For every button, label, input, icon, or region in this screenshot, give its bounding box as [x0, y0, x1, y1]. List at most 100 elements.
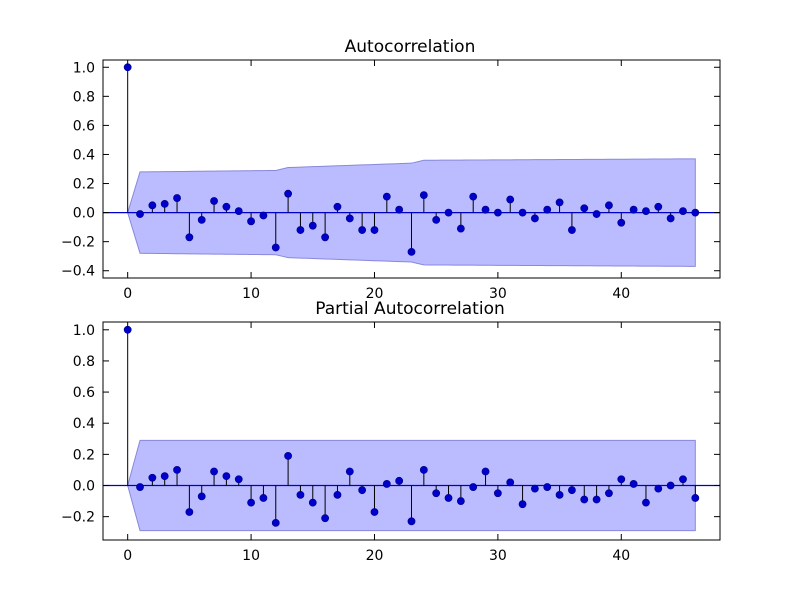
pacf-point-lag-2 — [148, 473, 157, 482]
pacf-point-lag-26 — [444, 494, 453, 502]
acf-point-lag-2 — [148, 201, 157, 210]
acf-point-lag-34 — [543, 205, 552, 214]
pacf-point-lag-37 — [580, 495, 589, 504]
acf-point-lag-16 — [321, 233, 330, 242]
acf-point-lag-42 — [642, 207, 650, 216]
pacf-point-lag-4 — [173, 466, 181, 474]
acf-x-ticks: 0 10 20 30 40 — [123, 60, 630, 302]
pacf-point-lag-14 — [296, 490, 305, 499]
acf-point-lag-27 — [456, 224, 465, 233]
acf-point-lag-39 — [605, 201, 613, 210]
acf-y-tick-label: −0.4 — [61, 264, 95, 280]
acf-point-lag-11 — [259, 211, 268, 220]
acf-point-lag-44 — [666, 214, 675, 223]
pacf-point-lag-7 — [210, 467, 218, 476]
pacf-x-tick-label: 20 — [366, 548, 384, 564]
pacf-y-tick-label: 1.0 — [73, 323, 95, 339]
acf-point-lag-31 — [506, 195, 515, 204]
pacf-panel: Partial Autocorrelation 0 10 20 30 40 1.0 0.8… — [61, 299, 721, 564]
acf-point-lag-29 — [481, 205, 490, 214]
acf-point-lag-26 — [444, 208, 453, 217]
acf-x-tick-label: 30 — [489, 286, 507, 302]
acf-point-lag-7 — [210, 197, 218, 205]
acf-point-lag-19 — [358, 226, 367, 234]
acf-point-lag-8 — [222, 202, 231, 211]
pacf-point-lag-25 — [432, 489, 441, 498]
pacf-point-lag-31 — [506, 478, 515, 487]
pacf-point-lag-46 — [691, 494, 700, 502]
pacf-point-lag-39 — [605, 489, 613, 498]
acf-y-tick-label: −0.2 — [61, 235, 95, 251]
pacf-point-lag-16 — [321, 514, 330, 523]
acf-title: Autocorrelation — [345, 37, 476, 57]
acf-point-lag-23 — [407, 247, 416, 256]
acf-point-lag-12 — [271, 243, 280, 252]
pacf-point-lag-42 — [642, 498, 650, 507]
pacf-point-lag-43 — [654, 484, 663, 493]
pacf-y-tick-label: 0.8 — [73, 354, 95, 370]
pacf-point-lag-23 — [407, 517, 416, 526]
pacf-point-lag-18 — [345, 467, 354, 476]
acf-point-lag-30 — [493, 208, 502, 217]
acf-y-tick-label: 1.0 — [73, 60, 95, 76]
acf-point-lag-43 — [654, 202, 663, 211]
pacf-point-lag-40 — [617, 475, 626, 484]
pacf-x-tick-label: 0 — [123, 548, 132, 564]
acf-x-tick-label: 40 — [612, 286, 630, 302]
acf-point-lag-15 — [308, 221, 317, 230]
pacf-point-lag-3 — [160, 472, 169, 481]
acf-point-lag-35 — [555, 198, 564, 207]
acf-point-lag-20 — [370, 226, 379, 234]
pacf-y-tick-label: −0.2 — [61, 510, 95, 526]
pacf-point-lag-15 — [308, 498, 317, 507]
pacf-point-lag-27 — [456, 497, 465, 505]
pacf-title: Partial Autocorrelation — [315, 299, 505, 319]
pacf-point-lag-38 — [592, 495, 601, 504]
pacf-point-lag-33 — [531, 484, 539, 493]
pacf-point-lag-20 — [370, 508, 379, 516]
acf-point-lag-5 — [185, 233, 194, 242]
acf-y-tick-label: 0.4 — [73, 147, 95, 163]
pacf-point-lag-12 — [271, 518, 280, 527]
acf-point-lag-18 — [345, 214, 354, 223]
acf-axes-frame — [102, 59, 721, 279]
pacf-y-tick-label: 0.6 — [73, 385, 95, 401]
pacf-point-lag-45 — [679, 475, 687, 484]
pacf-point-lag-10 — [247, 498, 255, 507]
pacf-point-lag-19 — [358, 486, 367, 495]
pacf-x-tick-label: 40 — [612, 548, 630, 564]
pacf-markers — [123, 325, 700, 527]
acf-point-lag-3 — [160, 199, 169, 208]
pacf-x-ticks: 0 10 20 30 40 — [123, 322, 630, 564]
acf-point-lag-33 — [531, 214, 539, 223]
acf-point-lag-40 — [617, 218, 626, 227]
acf-point-lag-24 — [419, 191, 428, 200]
acf-point-lag-10 — [247, 217, 255, 226]
pacf-x-tick-label: 10 — [242, 548, 260, 564]
acf-point-lag-46 — [691, 208, 700, 217]
pacf-point-lag-44 — [666, 481, 675, 490]
acf-point-lag-41 — [629, 205, 638, 214]
acf-point-lag-6 — [197, 215, 206, 224]
acf-point-lag-1 — [136, 210, 144, 218]
acf-x-tick-label: 0 — [123, 286, 132, 302]
pacf-point-lag-6 — [197, 492, 206, 501]
pacf-point-lag-8 — [222, 472, 231, 481]
pacf-point-lag-21 — [382, 480, 391, 488]
pacf-point-lag-1 — [136, 483, 144, 491]
acf-y-tick-label: 0.0 — [73, 206, 95, 222]
pacf-point-lag-41 — [629, 480, 638, 488]
acf-x-tick-label: 10 — [242, 286, 260, 302]
acf-point-lag-14 — [296, 226, 305, 234]
pacf-axes-frame — [102, 321, 721, 541]
acf-point-lag-22 — [395, 205, 404, 214]
acf-point-lag-32 — [518, 208, 527, 217]
acf-point-lag-38 — [592, 210, 601, 218]
pacf-point-lag-22 — [395, 476, 404, 485]
acf-y-tick-label: 0.6 — [73, 118, 95, 134]
pacf-y-tick-label: 0.2 — [73, 447, 95, 463]
acf-point-lag-45 — [679, 207, 687, 216]
acf-y-ticks: 1.0 0.8 0.6 0.4 0.2 0.0 −0.2 −0.4 — [61, 60, 720, 280]
pacf-x-tick-label: 30 — [489, 548, 507, 564]
